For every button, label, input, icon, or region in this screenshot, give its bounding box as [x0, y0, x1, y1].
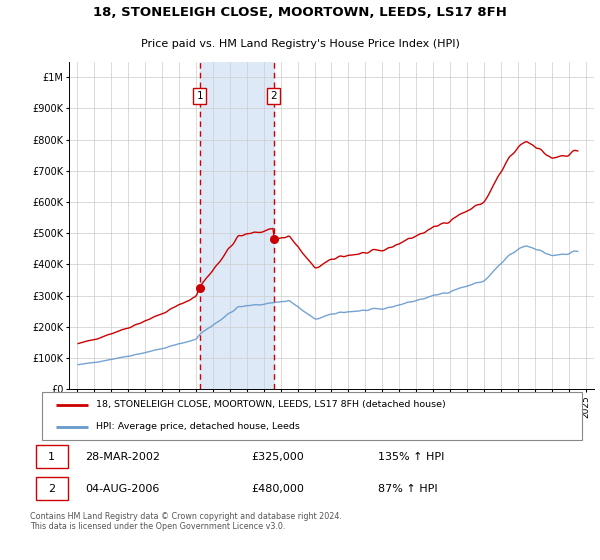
- Text: HPI: Average price, detached house, Leeds: HPI: Average price, detached house, Leed…: [96, 422, 300, 431]
- Text: £480,000: £480,000: [251, 484, 304, 494]
- Text: 2: 2: [271, 91, 277, 101]
- Text: Contains HM Land Registry data © Crown copyright and database right 2024.
This d: Contains HM Land Registry data © Crown c…: [30, 512, 342, 531]
- Text: £325,000: £325,000: [251, 451, 304, 461]
- Text: 135% ↑ HPI: 135% ↑ HPI: [378, 451, 444, 461]
- FancyBboxPatch shape: [42, 392, 582, 440]
- Bar: [200, 62, 274, 389]
- Text: 04-AUG-2006: 04-AUG-2006: [85, 484, 160, 494]
- Text: 2: 2: [48, 484, 55, 494]
- Text: Price paid vs. HM Land Registry's House Price Index (HPI): Price paid vs. HM Land Registry's House …: [140, 39, 460, 49]
- Text: 1: 1: [48, 451, 55, 461]
- FancyBboxPatch shape: [35, 445, 68, 468]
- Text: 18, STONELEIGH CLOSE, MOORTOWN, LEEDS, LS17 8FH (detached house): 18, STONELEIGH CLOSE, MOORTOWN, LEEDS, L…: [96, 400, 446, 409]
- Text: 28-MAR-2002: 28-MAR-2002: [85, 451, 160, 461]
- Text: 87% ↑ HPI: 87% ↑ HPI: [378, 484, 437, 494]
- Text: 18, STONELEIGH CLOSE, MOORTOWN, LEEDS, LS17 8FH: 18, STONELEIGH CLOSE, MOORTOWN, LEEDS, L…: [93, 6, 507, 20]
- Text: 1: 1: [197, 91, 203, 101]
- FancyBboxPatch shape: [35, 477, 68, 501]
